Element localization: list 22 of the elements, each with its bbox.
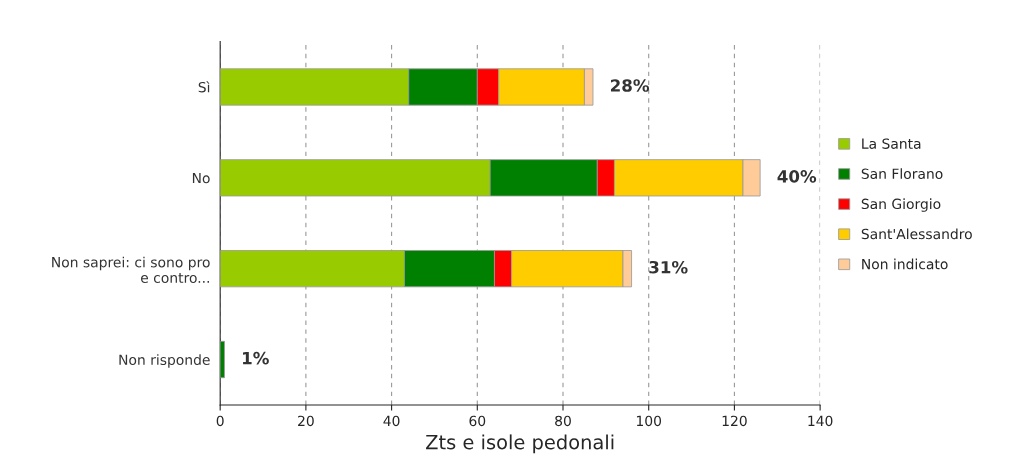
annotation: 28% — [610, 79, 650, 92]
annotation: 40% — [777, 170, 817, 183]
x-axis-title: Zts e isole pedonali — [426, 434, 614, 454]
x-tick-label: 20 — [298, 415, 314, 427]
x-tick-label: 140 — [808, 415, 833, 427]
x-tick-label: 40 — [383, 415, 400, 427]
y-tick-label: Non saprei: ci sono pro e contro... — [52, 256, 210, 283]
legend-label: San Giorgio — [861, 198, 941, 212]
x-tick-label: 120 — [722, 415, 747, 427]
x-tick-label: 0 — [216, 415, 224, 427]
annotation: 31% — [649, 260, 688, 274]
y-tick-label: Non risponde — [119, 354, 210, 368]
y-tick-label: Sì — [198, 81, 210, 93]
x-tick-label: 80 — [555, 415, 571, 427]
y-tick-label: No — [192, 172, 210, 184]
legend-label: San Florano — [861, 168, 943, 180]
x-tick-label: 60 — [469, 415, 486, 427]
annotation: 1% — [243, 351, 269, 365]
legend-label: La Santa — [862, 138, 921, 149]
x-tick-label: 100 — [636, 415, 662, 427]
legend-label: Sant'Alessandro — [861, 228, 972, 240]
legend-label: Non indicato — [862, 258, 948, 270]
